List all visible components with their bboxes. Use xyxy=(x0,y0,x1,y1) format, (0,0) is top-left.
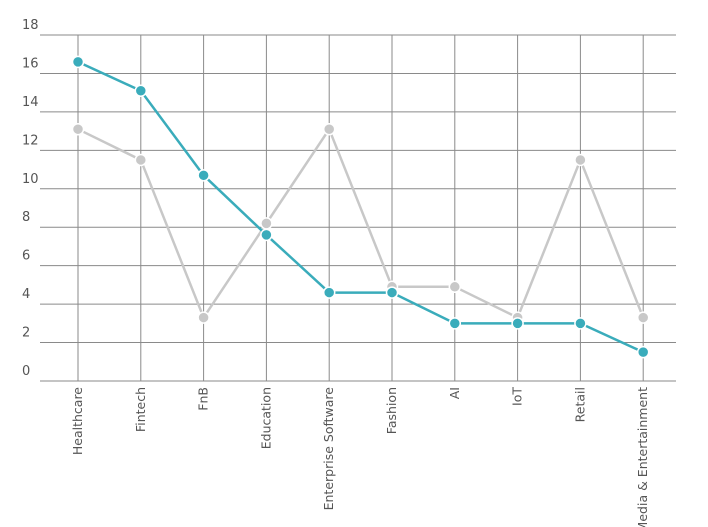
data-point xyxy=(197,311,210,324)
data-point xyxy=(71,122,85,136)
data-point xyxy=(511,317,524,330)
data-point xyxy=(260,217,273,230)
x-tick-label: Healthcare xyxy=(70,387,85,455)
y-tick-label: 14 xyxy=(22,95,39,110)
data-point xyxy=(134,153,148,167)
data-point xyxy=(574,317,587,330)
x-tick-label: Retail xyxy=(572,387,587,422)
data-point xyxy=(260,228,273,242)
y-tick-label: 2 xyxy=(22,326,30,341)
y-tick-label: 0 xyxy=(22,364,30,379)
x-tick-label: Fintech xyxy=(133,387,148,432)
y-tick-label: 4 xyxy=(22,287,30,302)
x-tick-label: Education xyxy=(258,387,273,449)
y-tick-label: 16 xyxy=(22,56,39,71)
y-tick-label: 18 xyxy=(22,18,39,33)
y-tick-label: 8 xyxy=(22,210,30,225)
data-point xyxy=(385,286,399,299)
y-tick-label: 12 xyxy=(22,133,39,148)
x-tick-label: Media & Entertainment xyxy=(635,387,650,527)
x-tick-label: IoT xyxy=(510,387,525,406)
data-point xyxy=(448,317,462,330)
y-axis: 0 2 4 6 8 10 12 14 16 18 xyxy=(22,18,39,379)
data-point xyxy=(134,84,148,97)
data-point xyxy=(322,286,336,299)
y-tick-label: 6 xyxy=(22,249,30,264)
y-tick-label: 10 xyxy=(22,172,39,187)
x-tick-label: Fashion xyxy=(384,387,399,434)
series-line xyxy=(77,60,644,354)
data-point xyxy=(636,345,650,359)
chart-series xyxy=(71,55,650,359)
x-tick-label: Enterprise Software xyxy=(321,387,336,511)
data-point xyxy=(448,280,462,294)
data-point xyxy=(71,55,85,69)
data-point xyxy=(574,153,587,167)
data-point xyxy=(636,311,650,324)
x-tick-label: AI xyxy=(447,387,462,399)
data-point xyxy=(322,122,336,136)
x-axis: Healthcare Fintech FnB Education Enterprise … xyxy=(70,387,650,527)
series-line xyxy=(77,127,645,319)
x-tick-label: FnB xyxy=(196,387,211,411)
data-point xyxy=(197,169,210,182)
